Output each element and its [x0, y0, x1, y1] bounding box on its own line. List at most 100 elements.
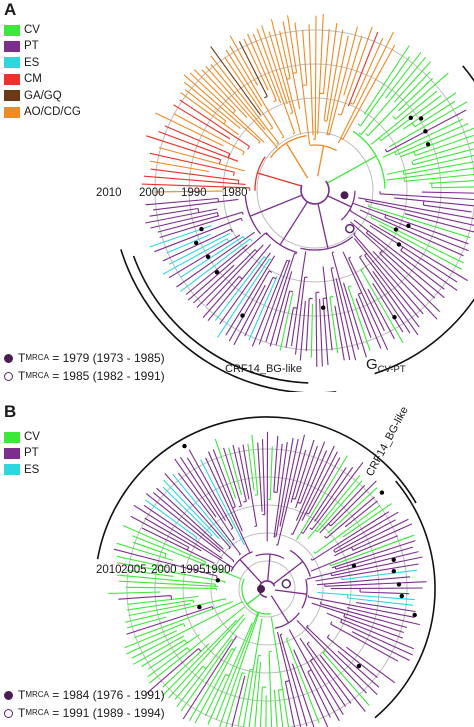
legend-label: PT	[24, 447, 39, 460]
leaf-branch	[423, 204, 472, 213]
leaf-branch	[223, 447, 242, 507]
node-connector	[364, 253, 368, 256]
leaf-branch	[184, 89, 227, 122]
legend-item-cv: CV	[4, 22, 81, 38]
clade-branches	[141, 99, 302, 193]
leaf-branch	[279, 634, 308, 727]
year-label: 2000	[151, 564, 177, 576]
node-connector	[231, 567, 233, 569]
leaf-branch	[270, 19, 302, 135]
leaf-branch	[148, 606, 245, 684]
leaf-branch	[128, 603, 191, 617]
leaf-branch	[421, 191, 474, 194]
tmrca-row-open: T MRCA = 1985 (1982 - 1991)	[4, 367, 165, 385]
leaf-branch	[282, 21, 301, 110]
leaf-branch	[180, 238, 251, 292]
leaf-branch	[219, 252, 271, 325]
node-connector	[329, 295, 334, 298]
legend-swatch	[4, 41, 20, 53]
node-connector	[258, 141, 261, 144]
node-connector	[232, 506, 236, 509]
node-connector	[194, 537, 198, 541]
leaf-branch	[162, 620, 237, 697]
leaf-branch	[320, 603, 408, 629]
leaf-branch	[273, 435, 279, 493]
leaf-branch	[207, 622, 253, 725]
node-connector	[289, 290, 294, 293]
leaf-branch	[150, 168, 239, 181]
filled-node-icon	[4, 353, 13, 363]
support-node-dot	[392, 315, 397, 320]
node-connector	[340, 138, 343, 141]
leaf-branch	[309, 660, 344, 715]
leaf-branch	[277, 689, 284, 727]
tmrca-open-node	[345, 223, 355, 234]
leaf-branch	[183, 74, 261, 143]
leaf-branch	[310, 535, 399, 572]
open-node-icon	[4, 708, 13, 718]
clade-branches	[214, 431, 341, 582]
leaf-branch	[384, 217, 469, 252]
node-connector	[263, 256, 267, 259]
leaf-branch	[268, 651, 273, 727]
grid-ring	[154, 29, 474, 351]
leaf-branch	[183, 81, 241, 130]
leaf-branch	[164, 125, 230, 155]
legend-label: ES	[24, 463, 40, 476]
leaf-branch	[327, 487, 378, 534]
leaf-branch	[314, 15, 317, 140]
leaf-branch	[352, 202, 469, 245]
leaf-branch	[224, 56, 274, 129]
grid-ring	[210, 532, 324, 646]
legend-swatch	[4, 464, 20, 476]
leaf-branch	[254, 661, 262, 727]
leaf-branch	[258, 259, 291, 345]
leaf-branch	[132, 541, 167, 555]
clade-arc-pt-outer	[96, 416, 417, 560]
leaf-branch	[125, 598, 226, 623]
support-node-dot	[396, 582, 402, 587]
node-connector	[343, 613, 346, 617]
tmrca-filled-node	[257, 585, 265, 593]
clade-backbone	[274, 612, 300, 629]
leaf-branch	[231, 675, 246, 727]
leaf-branch	[331, 252, 360, 350]
node-connector	[319, 601, 322, 604]
leaf-branch	[347, 286, 371, 351]
support-node-dot	[379, 490, 385, 495]
leaf-branch	[337, 31, 394, 144]
leaf-branch	[134, 600, 234, 639]
leaf-branch	[431, 186, 474, 189]
year-label: 1990	[181, 187, 207, 199]
leaf-branch	[180, 639, 233, 712]
leaf-branch	[330, 268, 351, 361]
node-connector	[192, 600, 195, 604]
node-connector	[238, 275, 243, 280]
clade-branches	[108, 524, 290, 727]
leaf-branch	[372, 282, 404, 333]
legend-label: CV	[24, 24, 40, 36]
legend-label: ES	[24, 56, 40, 69]
clade-stem	[285, 142, 309, 179]
node-connector	[233, 171, 235, 176]
support-node-dot	[321, 305, 326, 310]
leaf-branch	[414, 100, 456, 128]
leaf-branch	[168, 234, 241, 279]
leaf-branch	[116, 542, 174, 561]
phylogenetic-tree-b: 2010 2005 2000 1995 1990 CRF14_BG-like	[96, 405, 436, 727]
grid-ring	[256, 131, 374, 249]
leaf-branch	[126, 630, 178, 655]
leaf-branch	[316, 480, 363, 533]
node-connector	[231, 638, 234, 642]
leaf-branch	[343, 35, 363, 96]
clade-branches	[275, 203, 420, 367]
tmrca-filled-node	[340, 191, 349, 200]
leaf-branch	[328, 26, 359, 136]
leaf-branch	[363, 45, 410, 115]
leaf-branch	[284, 681, 296, 727]
leaf-branch	[225, 672, 243, 727]
clade-stem	[239, 559, 263, 584]
node-connector	[249, 668, 254, 671]
year-label: 2010	[96, 564, 122, 576]
leaf-branch	[329, 296, 339, 354]
